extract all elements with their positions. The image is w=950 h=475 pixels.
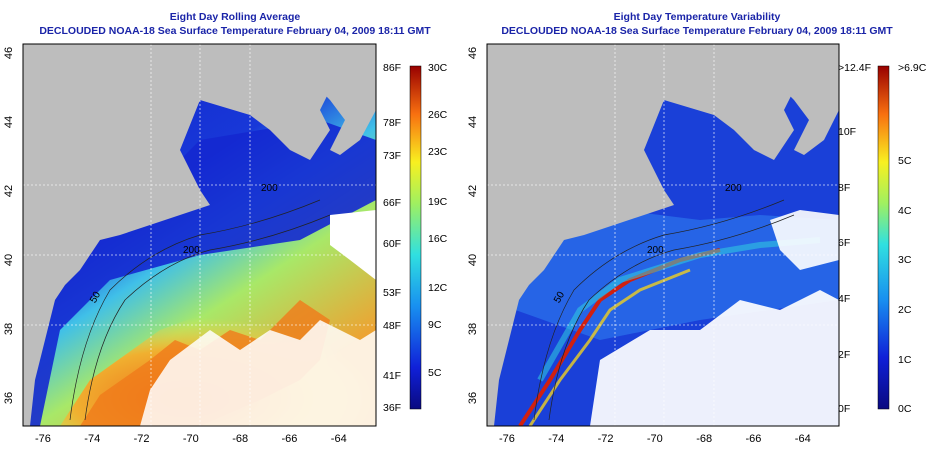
right-colorbar-label-c: 5C xyxy=(898,155,912,167)
left-colorbar-label-c: 19C xyxy=(428,196,448,208)
left-map xyxy=(23,44,376,426)
right-lat-tick: 46 xyxy=(467,46,480,60)
left-lon-tick: -66 xyxy=(281,433,298,445)
left-colorbar-label-f: 60F xyxy=(383,238,402,250)
left-lon-tick: -74 xyxy=(84,433,101,445)
left-lon-tick: -72 xyxy=(133,433,150,445)
right-lon-tick: -74 xyxy=(548,433,565,445)
left-colorbar-label-f: 86F xyxy=(383,62,402,74)
right-lon-tick: -66 xyxy=(745,433,762,445)
right-colorbar-label-f: 8F xyxy=(838,182,851,194)
left-lat-tick: 46 xyxy=(3,46,16,60)
left-colorbar-label-f: 66F xyxy=(383,197,402,209)
right-lon-tick: -68 xyxy=(696,433,713,445)
right-colorbar-label-c: 0C xyxy=(898,403,912,415)
right-contour-label-1: 200 xyxy=(647,245,664,256)
left-cloud-1 xyxy=(330,210,376,280)
right-lat-tick: 44 xyxy=(467,115,480,129)
right-lon-tick: -76 xyxy=(499,433,515,445)
left-contour-1 xyxy=(69,199,321,421)
left-cloud-2 xyxy=(140,320,376,426)
left-colorbar xyxy=(409,65,422,410)
right-colorbar-label-c: 1C xyxy=(898,354,912,366)
left-lat-tick: 42 xyxy=(3,184,16,198)
right-land-nova-scotia xyxy=(764,44,839,155)
left-lon-tick: -68 xyxy=(232,433,249,445)
right-colorbar-label-c: 2C xyxy=(898,304,912,316)
right-colorbar-label-f: 10F xyxy=(838,126,857,138)
left-contour-label-3: 200 xyxy=(261,183,278,194)
right-front-cyan xyxy=(537,237,821,382)
right-colorbar-label-f: 6F xyxy=(838,237,851,249)
left-colorbar-label-c: 30C xyxy=(428,62,448,74)
right-contour-label-3: 200 xyxy=(725,183,742,194)
left-lat-tick: 36 xyxy=(3,391,16,405)
left-colorbar-label-c: 23C xyxy=(428,146,448,158)
left-colorbar-label-f: 36F xyxy=(383,402,402,414)
left-lat-tick: 44 xyxy=(3,115,16,129)
left-cold-shelf xyxy=(23,120,376,426)
left-colorbar-label-f: 48F xyxy=(383,320,402,332)
right-colorbar-label-f: 0F xyxy=(838,403,851,415)
right-grid xyxy=(487,44,839,426)
left-colorbar-label-c: 12C xyxy=(428,282,448,294)
right-colorbar-label-f: >12.4F xyxy=(838,62,871,74)
left-land-nova-scotia xyxy=(300,44,376,155)
left-contour-2 xyxy=(84,214,331,421)
right-colorbar-label-c: 4C xyxy=(898,205,912,217)
right-lon-tick: -70 xyxy=(646,433,663,445)
right-land xyxy=(487,44,839,426)
right-title-line: Eight Day Temperature Variability xyxy=(613,11,781,23)
right-colorbar-label-f: 4F xyxy=(838,293,851,305)
right-colorbar-label-c: 3C xyxy=(898,254,912,266)
left-colorbar-label-c: 9C xyxy=(428,319,442,331)
left-colorbar-label-f: 41F xyxy=(383,370,402,382)
right-contour-1 xyxy=(533,199,785,421)
right-colorbar-label-c: >6.9C xyxy=(898,62,927,74)
right-lat-tick: 42 xyxy=(467,184,480,198)
right-lon-tick: -64 xyxy=(794,433,811,445)
right-colorbar-label-f: 2F xyxy=(838,349,851,361)
right-contour-2 xyxy=(548,214,795,421)
left-colorbar-label-f: 53F xyxy=(383,287,402,299)
left-subtitle-line: DECLOUDED NOAA-18 Sea Surface Temperatur… xyxy=(39,25,431,37)
left-colorbar-label-c: 26C xyxy=(428,109,448,121)
left-grid xyxy=(23,44,376,426)
right-lat-tick: 40 xyxy=(467,253,480,267)
right-lon-tick: -72 xyxy=(597,433,614,445)
left-colorbar-label-f: 73F xyxy=(383,150,402,162)
left-lat-tick: 38 xyxy=(3,322,16,336)
left-land xyxy=(23,44,376,426)
left-colorbar-label-c: 16C xyxy=(428,233,448,245)
right-map-title: Eight Day Temperature Variability DECLOU… xyxy=(462,10,932,38)
left-lon-tick: -70 xyxy=(182,433,199,445)
left-map-title: Eight Day Rolling Average DECLOUDED NOAA… xyxy=(0,10,470,38)
right-lat-tick: 38 xyxy=(467,322,480,336)
left-lon-tick: -76 xyxy=(35,433,51,445)
left-map-border xyxy=(22,43,377,427)
left-title-line: Eight Day Rolling Average xyxy=(169,11,301,23)
right-map xyxy=(487,44,839,426)
left-contour-label-1: 200 xyxy=(183,245,200,256)
left-colorbar-label-f: 78F xyxy=(383,117,402,129)
right-map-border xyxy=(486,43,840,427)
left-colorbar-label-c: 5C xyxy=(428,367,442,379)
left-lat-tick: 40 xyxy=(3,253,16,267)
right-subtitle-line: DECLOUDED NOAA-18 Sea Surface Temperatur… xyxy=(501,25,893,37)
right-cloud-1 xyxy=(590,290,839,426)
right-lat-tick: 36 xyxy=(467,391,480,405)
right-colorbar xyxy=(877,65,890,410)
left-lon-tick: -64 xyxy=(330,433,347,445)
